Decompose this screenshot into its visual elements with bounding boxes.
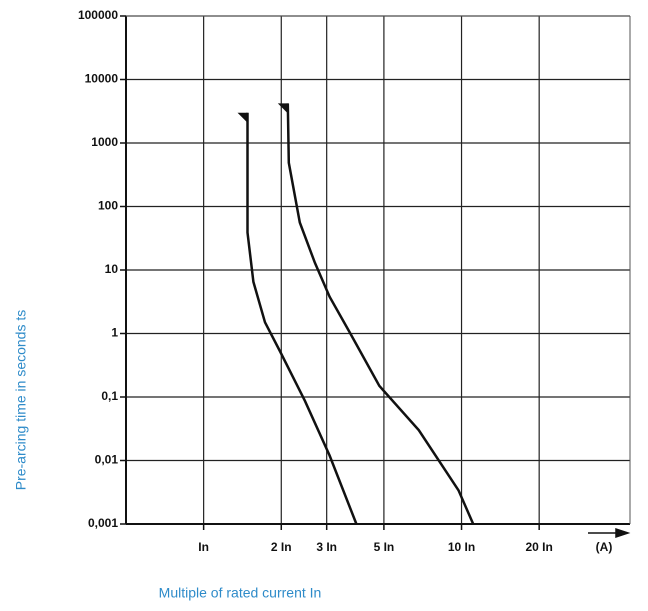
y-tick-label: 10 bbox=[105, 262, 119, 276]
axis-arrow bbox=[588, 527, 631, 539]
y-axis-title: Pre-arcing time in seconds ts bbox=[13, 310, 29, 491]
x-axis-title: Multiple of rated current In bbox=[159, 585, 322, 601]
curve bbox=[286, 103, 475, 525]
x-tick-label: 2 In bbox=[271, 540, 292, 554]
x-tick-label: 5 In bbox=[374, 540, 395, 554]
y-tick-label: 0,001 bbox=[88, 516, 118, 530]
y-tick-label: 10000 bbox=[85, 72, 119, 86]
x-tick-label: In bbox=[198, 540, 209, 554]
curve bbox=[246, 112, 358, 525]
y-tick-label: 1 bbox=[111, 326, 118, 340]
y-tick-label: 0,01 bbox=[95, 453, 119, 467]
x-unit: (A) bbox=[596, 540, 613, 554]
y-tick-label: 1000 bbox=[91, 135, 118, 149]
curve-end-flag bbox=[237, 112, 248, 123]
x-tick-label: 3 In bbox=[316, 540, 337, 554]
x-tick-label: 20 In bbox=[525, 540, 552, 554]
x-tick-label: 10 In bbox=[448, 540, 475, 554]
y-tick-label: 0,1 bbox=[101, 389, 118, 403]
curve-end-flag bbox=[277, 103, 288, 114]
y-tick-label: 100 bbox=[98, 199, 118, 213]
y-tick-label: 100000 bbox=[78, 8, 118, 22]
